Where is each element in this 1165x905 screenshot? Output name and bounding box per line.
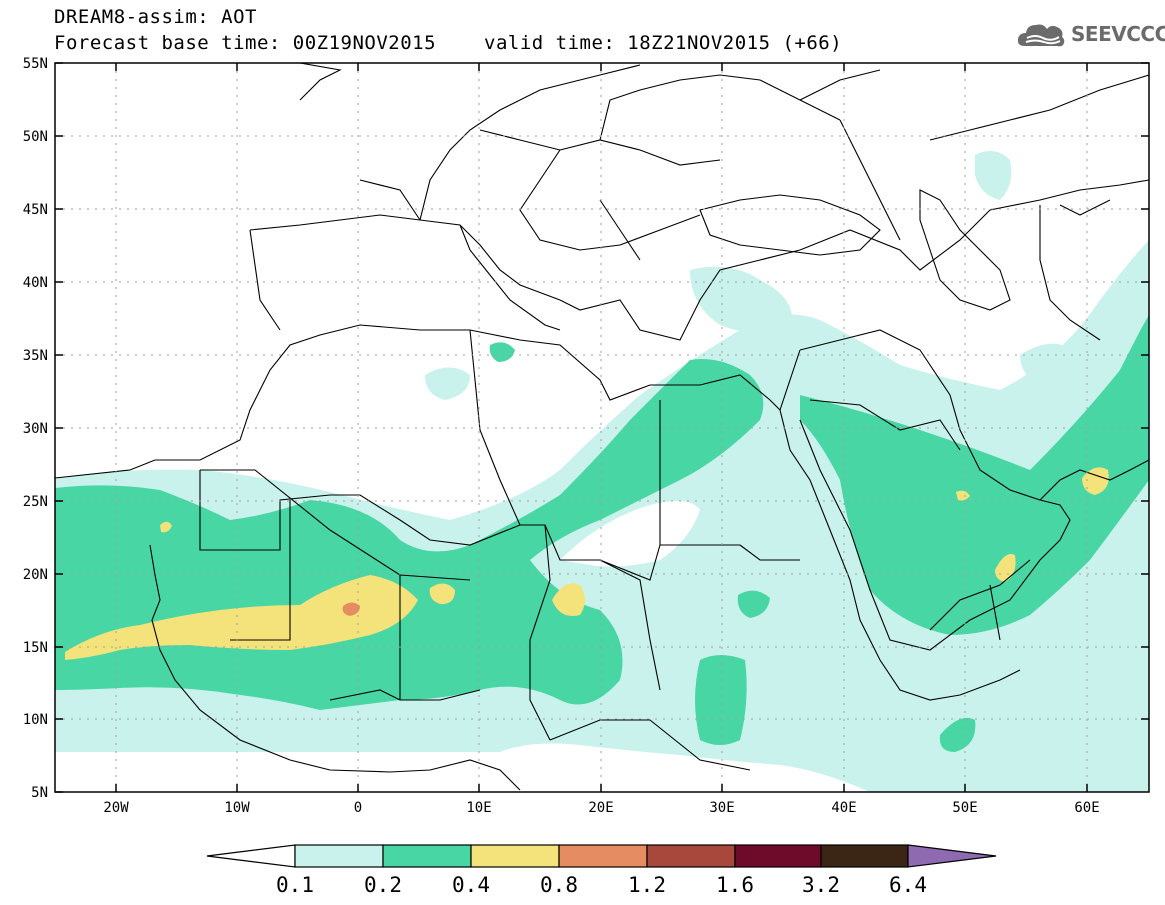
colorbar-label-3.2: 3.2 [802, 873, 840, 897]
cloud-icon [1017, 24, 1065, 47]
graticule [55, 63, 1149, 792]
colorbar-label-0.1: 0.1 [276, 873, 314, 897]
lon-label-10e: 10E [466, 800, 491, 816]
aot-level-0.4 [65, 467, 1109, 660]
lon-label-0: 0 [354, 800, 362, 816]
lon-label-20w: 20W [103, 800, 129, 816]
lat-label-50n: 50N [23, 129, 48, 145]
colorbar-label-0.4: 0.4 [452, 873, 490, 897]
colorbar-segment-3.2-6.4 [820, 844, 909, 868]
colorbar-segment-1.6-3.2 [734, 844, 822, 868]
lon-label-30e: 30E [709, 800, 734, 816]
latitude-axis: 55N 50N 45N 40N 35N 30N 25N 20N 15N 10N … [23, 56, 1149, 801]
logo-text: SEEVCCC [1071, 22, 1165, 46]
colorbar-segment-0.2-0.4 [382, 844, 472, 868]
colorbar-label-1.2: 1.2 [628, 873, 666, 897]
aot-field [55, 151, 1149, 792]
colorbar-label-6.4: 6.4 [889, 873, 927, 897]
aot-level-0.8 [342, 602, 360, 616]
lat-label-35n: 35N [23, 348, 48, 364]
lon-label-40e: 40E [831, 800, 856, 816]
lat-label-15n: 15N [23, 640, 48, 656]
seevccc-logo: SEEVCCC [1015, 18, 1165, 50]
lat-label-10n: 10N [23, 712, 48, 728]
lon-label-50e: 50E [952, 800, 977, 816]
forecast-base-time: Forecast base time: 00Z19NOV2015 [54, 32, 437, 54]
lat-label-30n: 30N [23, 421, 48, 437]
colorbar-segment-1.2-1.6 [646, 844, 736, 868]
lat-label-45n: 45N [23, 202, 48, 218]
lon-label-60e: 60E [1074, 800, 1099, 816]
colorbar-segment-0.4-0.8 [470, 844, 560, 868]
colorbar-label-1.6: 1.6 [716, 873, 754, 897]
colorbar-segment-0.1-0.2 [294, 844, 384, 868]
lon-label-20e: 20E [588, 800, 613, 816]
valid-time: valid time: 18Z21NOV2015 (+66) [484, 32, 843, 54]
lat-label-55n: 55N [23, 56, 48, 72]
lat-label-40n: 40N [23, 275, 48, 291]
colorbar-segment-0.8-1.2 [558, 844, 648, 868]
lat-label-20n: 20N [23, 567, 48, 583]
colorbar-label-0.2: 0.2 [364, 873, 402, 897]
colorbar-under-arrow [206, 844, 296, 868]
lat-label-25n: 25N [23, 494, 48, 510]
lat-label-5n: 5N [31, 785, 48, 801]
longitude-axis: 20W 10W 0 10E 20E 30E 40E 50E 60E [103, 63, 1100, 816]
lon-label-10w: 10W [224, 800, 250, 816]
aot-clear-areas [560, 501, 700, 567]
colorbar-over-arrow [907, 844, 997, 868]
colorbar-label-0.8: 0.8 [540, 873, 578, 897]
colorbar: 0.1 0.2 0.4 0.8 1.2 1.6 3.2 6.4 [206, 844, 997, 897]
forecast-times: Forecast base time: 00Z19NOV2015 [54, 32, 436, 54]
coastlines-and-borders [55, 63, 1149, 791]
map-title: DREAM8-assim: AOT [54, 6, 257, 28]
